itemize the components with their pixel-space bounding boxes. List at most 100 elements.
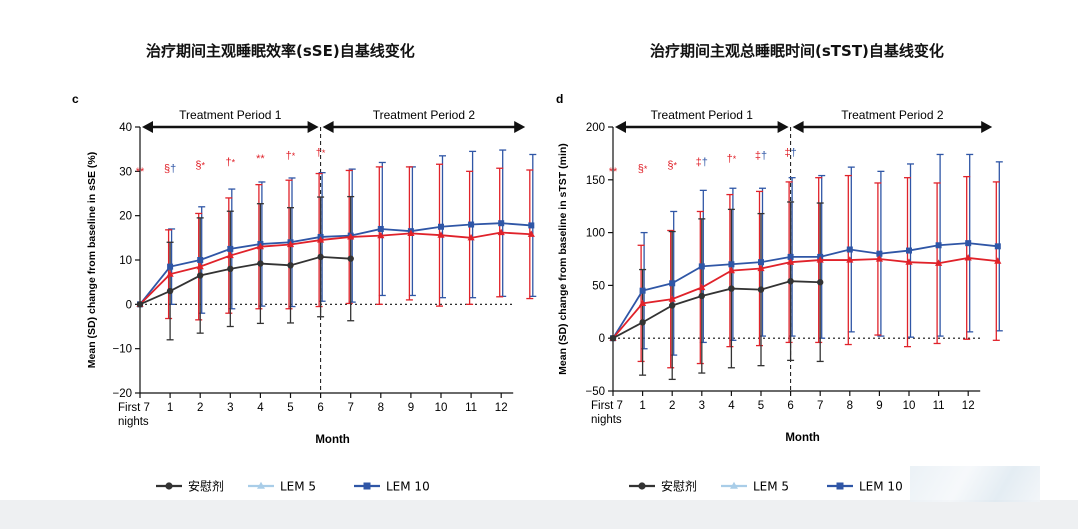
data-point-lem5 xyxy=(347,233,355,240)
period-1-arrow-right xyxy=(307,121,319,133)
legend: 安慰剂 LEM 5 LEM 10 xyxy=(629,479,903,494)
significance-annotation: †* xyxy=(286,150,296,162)
data-point-lem5 xyxy=(286,240,295,248)
series-line-lem10 xyxy=(139,222,532,305)
data-point-lem10 xyxy=(698,263,705,270)
legend: 安慰剂 LEM 5 LEM 10 xyxy=(156,479,430,494)
data-point-lem10 xyxy=(994,243,1001,250)
data-point-lem10 xyxy=(906,247,912,254)
data-point-placebo xyxy=(257,260,264,267)
data-point-lem5 xyxy=(166,270,174,277)
x-tick-label: 7 xyxy=(817,400,823,412)
data-point-lem10 xyxy=(377,225,384,232)
data-point-placebo xyxy=(669,302,676,309)
data-point-placebo xyxy=(757,286,765,293)
x-tick-label: 11 xyxy=(465,402,477,414)
data-point-placebo xyxy=(787,277,794,285)
data-point-lem5 xyxy=(846,256,854,263)
data-point-lem5 xyxy=(994,257,1002,264)
significance-annotation: §* xyxy=(667,160,677,172)
x-tick-label: 3 xyxy=(227,402,233,414)
data-point-placebo xyxy=(698,292,705,300)
period-1-arrow-left xyxy=(615,121,626,133)
y-tick-label: 0 xyxy=(599,333,605,345)
y-tick-label: 100 xyxy=(586,228,605,240)
legend-marker-lem10 xyxy=(836,482,844,490)
legend-marker-lem10 xyxy=(363,482,371,490)
period-2-label: Treatment Period 2 xyxy=(373,108,476,122)
legend-label-placebo: 安慰剂 xyxy=(661,479,697,494)
data-point-lem10 xyxy=(758,259,764,266)
y-tick-label: 40 xyxy=(119,122,132,134)
x-tick-label-first: First 7 xyxy=(118,402,150,414)
x-tick-label: 12 xyxy=(962,400,975,412)
data-point-placebo xyxy=(287,262,294,269)
data-point-lem5 xyxy=(527,230,535,237)
significance-annotation: §* xyxy=(195,160,205,172)
legend-label-lem5: LEM 5 xyxy=(753,480,789,494)
data-point-placebo xyxy=(639,319,646,326)
panel-label: c xyxy=(72,92,79,106)
y-tick-label: 0 xyxy=(126,299,132,311)
data-point-lem5 xyxy=(698,283,706,291)
data-point-lem5 xyxy=(905,258,913,265)
x-axis-title: Month xyxy=(785,432,819,444)
x-axis-title: Month xyxy=(315,434,349,446)
data-point-lem10 xyxy=(935,242,942,249)
data-point-placebo xyxy=(609,335,617,342)
data-point-lem5 xyxy=(497,228,505,236)
x-tick-label: 7 xyxy=(347,402,353,414)
data-point-lem10 xyxy=(528,222,535,229)
data-point-lem10 xyxy=(197,257,204,263)
significance-annotation: ** xyxy=(609,166,618,178)
x-tick-label: 4 xyxy=(728,400,735,412)
significance-annotation: ‡† xyxy=(784,147,796,159)
significance-annotation: ‡† xyxy=(696,156,708,168)
significance-annotation: ** xyxy=(136,166,145,178)
corner-texture xyxy=(910,466,1040,502)
legend-label-placebo: 安慰剂 xyxy=(188,479,224,494)
data-point-lem10 xyxy=(846,246,853,253)
significance-annotation: †* xyxy=(316,147,326,159)
y-tick-label: −50 xyxy=(585,386,605,398)
legend-marker-lem5 xyxy=(257,481,265,489)
period-2-arrow-left xyxy=(322,121,334,133)
period-2-arrow-right xyxy=(981,121,993,133)
data-point-lem5 xyxy=(407,229,415,236)
y-tick-label: 150 xyxy=(586,175,605,187)
data-point-lem5 xyxy=(816,256,824,263)
data-point-lem10 xyxy=(468,221,475,228)
data-point-lem5 xyxy=(226,251,234,259)
data-point-placebo xyxy=(317,253,324,261)
legend-marker-placebo xyxy=(165,482,173,490)
data-point-lem10 xyxy=(639,287,646,294)
series-line-lem10 xyxy=(612,242,998,339)
period-1-label: Treatment Period 1 xyxy=(179,108,282,122)
series-line-lem5 xyxy=(612,257,998,339)
data-point-lem5 xyxy=(757,264,765,272)
data-point-placebo xyxy=(227,265,234,273)
significance-annotation: ** xyxy=(256,153,265,165)
y-tick-label: −10 xyxy=(112,344,132,356)
x-tick-label-first: First 7 xyxy=(591,400,623,412)
x-tick-label: 10 xyxy=(435,402,448,414)
legend-label-lem10: LEM 10 xyxy=(859,480,903,494)
x-tick-label: 4 xyxy=(257,402,264,414)
x-tick-label: 9 xyxy=(408,402,414,414)
x-tick-label: 1 xyxy=(167,402,173,414)
data-point-lem10 xyxy=(498,220,505,227)
data-point-placebo xyxy=(347,255,354,262)
data-point-placebo xyxy=(728,285,735,292)
legend-label-lem5: LEM 5 xyxy=(280,480,316,494)
panel-label: d xyxy=(556,92,563,106)
panel-title-sse: 治疗期间主观睡眠效率(sSE)自基线变化 xyxy=(146,42,415,60)
period-2-arrow-left xyxy=(792,121,804,133)
x-tick-label: 11 xyxy=(933,400,945,412)
y-tick-label: 10 xyxy=(119,255,132,267)
x-tick-label: 6 xyxy=(787,400,793,412)
x-tick-label: 2 xyxy=(197,402,203,414)
y-tick-label: 200 xyxy=(586,122,605,134)
